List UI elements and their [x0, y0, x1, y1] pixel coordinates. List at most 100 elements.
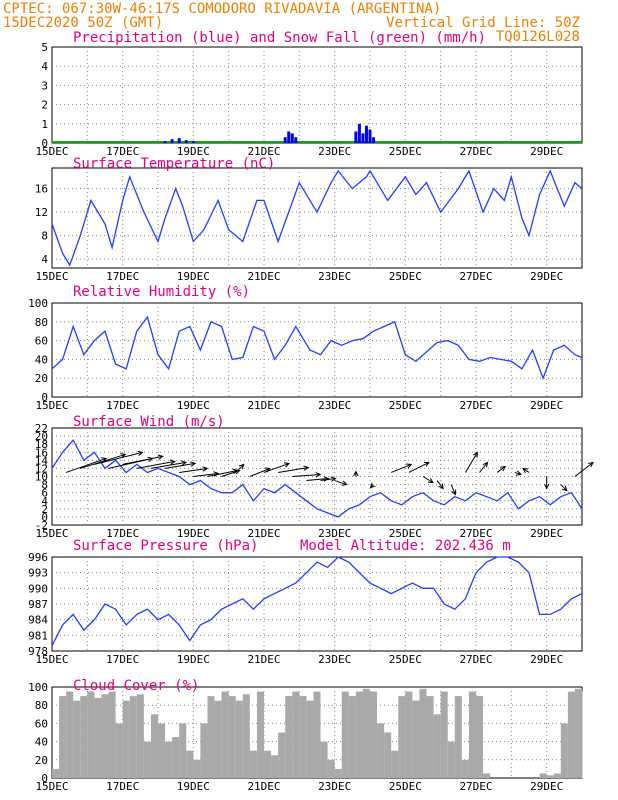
cloud-bar — [136, 694, 144, 778]
x-tick-label: 19DEC — [177, 653, 210, 666]
x-tick-label: 23DEC — [318, 653, 351, 666]
cloud-bar — [412, 700, 420, 778]
y-tick-label: 2 — [41, 503, 48, 516]
y-tick-label: 8 — [41, 230, 48, 243]
cloud-bar — [355, 691, 363, 778]
cloud-bar — [454, 696, 462, 778]
wind-vector — [496, 466, 506, 473]
plot-frame — [51, 46, 583, 144]
precip-bar — [177, 138, 181, 143]
cloud-bar — [320, 741, 328, 778]
cloud-bar — [87, 691, 95, 778]
cloud-bar — [560, 723, 568, 778]
precip-bar — [364, 125, 368, 143]
cloud-bar — [108, 691, 116, 778]
y-tick-label: 14 — [35, 454, 49, 467]
x-tick-label: 27DEC — [459, 145, 492, 158]
x-tick-label: 21DEC — [247, 270, 280, 283]
cloud-bar — [271, 755, 279, 778]
x-tick-label: 21DEC — [247, 145, 280, 158]
x-tick-label: 25DEC — [389, 653, 422, 666]
cloud-bar — [348, 696, 356, 778]
cloud-bar — [426, 696, 434, 778]
wind-vector — [408, 462, 430, 473]
wind-arrowhead — [406, 463, 413, 469]
wind-arrowhead — [169, 459, 176, 465]
wind-vector — [306, 478, 329, 482]
precip-bar — [357, 123, 361, 143]
precip-bar — [290, 133, 294, 143]
wind-arrowhead — [423, 461, 430, 467]
cloud-bar — [165, 741, 173, 778]
y-tick-label: 3 — [41, 79, 48, 92]
y-tick-label: 981 — [28, 629, 48, 642]
cloud-bar — [461, 759, 469, 778]
wind-vector — [249, 468, 271, 477]
cloud-bar — [391, 750, 399, 778]
cloud-bar — [574, 688, 582, 778]
cloud-bar — [362, 688, 370, 778]
cloud-bar — [419, 688, 427, 778]
y-tick-label: 40 — [35, 736, 48, 749]
x-tick-label: 17DEC — [106, 399, 139, 412]
cloud-bar — [73, 700, 81, 778]
cloud-bar — [150, 714, 158, 778]
wind-vector — [65, 457, 107, 473]
panel-title: Surface Temperature (nC) — [73, 156, 275, 172]
wind-vector — [522, 468, 530, 473]
cloud-bar — [553, 773, 561, 778]
wind-vector — [94, 451, 143, 465]
x-tick-label: 27DEC — [459, 780, 492, 793]
cloud-bar — [228, 696, 236, 778]
x-tick-label: 19DEC — [177, 399, 210, 412]
cloud-bar — [567, 691, 575, 778]
wind-arrowhead — [283, 462, 291, 468]
wind-arrowhead — [330, 476, 337, 482]
x-tick-label: 25DEC — [389, 270, 422, 283]
x-tick-label: 27DEC — [459, 270, 492, 283]
cloud-bar — [398, 696, 406, 778]
cloud-bar — [80, 696, 88, 778]
y-tick-label: 60 — [35, 335, 48, 348]
precip-bar — [163, 141, 167, 143]
cloud-bar — [384, 732, 392, 778]
wind-arrowhead — [190, 461, 197, 467]
precip-bar — [294, 137, 298, 143]
y-tick-label: 12 — [35, 206, 48, 219]
wind-arrowhead — [438, 483, 444, 490]
y-tick-label: 0 — [41, 511, 48, 524]
wind-vectors — [65, 450, 594, 496]
wind-vector — [122, 455, 163, 465]
cloud-bar — [193, 759, 201, 778]
cloud-bar — [200, 723, 208, 778]
wind-vector — [136, 460, 175, 469]
wind-vector — [334, 480, 347, 486]
y-tick-label: 16 — [35, 446, 48, 459]
wind-vector — [320, 478, 336, 482]
precip-bar — [283, 137, 287, 143]
wind-vector — [150, 461, 187, 469]
wind-arrowhead — [341, 480, 348, 486]
cloud-bar — [334, 768, 342, 778]
x-tick-label: 29DEC — [530, 399, 563, 412]
header-grid-line: Vertical Grid Line: 50Z — [386, 15, 580, 31]
wind-arrowhead — [137, 450, 144, 457]
wind-vector — [80, 453, 126, 469]
x-tick-label: 17DEC — [106, 527, 139, 540]
wind-arrowhead — [234, 469, 241, 475]
cloud-bar — [264, 750, 272, 778]
wind-arrowhead — [522, 467, 529, 474]
wind-vector — [464, 452, 478, 473]
x-tick-label: 29DEC — [530, 653, 563, 666]
y-tick-label: 2 — [41, 99, 48, 112]
precip-bar — [368, 129, 372, 143]
x-tick-label: 19DEC — [177, 780, 210, 793]
cloud-bar — [341, 691, 349, 778]
wind-vector — [263, 462, 290, 473]
cloud-bar — [94, 697, 102, 778]
x-tick-label: 29DEC — [530, 270, 563, 283]
cloud-bar — [242, 694, 250, 778]
